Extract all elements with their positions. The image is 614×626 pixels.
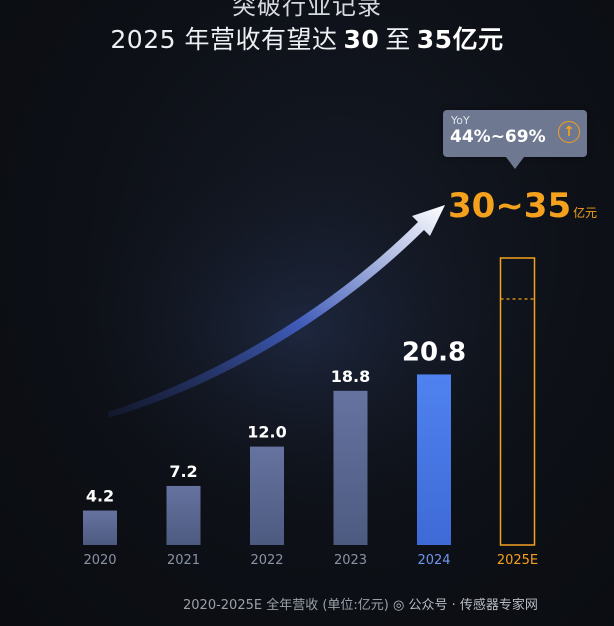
forecast-bar-2025E	[499, 257, 536, 546]
title-prefix: 2025 年营收有望达	[110, 25, 338, 54]
title-low: 30	[343, 25, 380, 54]
wechat-icon: ◎	[393, 598, 405, 613]
tick-label-2022: 2022	[250, 553, 283, 568]
arrow-up-icon: ↑	[558, 121, 580, 143]
tick-label-2021: 2021	[167, 553, 200, 568]
footer-text: 2020-2025E 全年营收 (单位:亿元)	[183, 598, 389, 613]
yoy-callout: YoY 44%~69% ↑	[443, 110, 587, 169]
value-label-2024: 20.8	[402, 337, 466, 367]
target-value: 30~35	[448, 186, 572, 226]
yoy-label: YoY	[451, 114, 470, 127]
bar-2024	[417, 374, 451, 545]
tick-label-2025E: 2025E	[497, 553, 538, 568]
value-label-2020: 4.2	[86, 487, 114, 506]
tick-label-2023: 2023	[334, 553, 367, 568]
bar-2023	[333, 390, 368, 545]
page-title: 2025 年营收有望达 30 至 35亿元	[0, 20, 614, 56]
tick-label-2020: 2020	[83, 553, 116, 568]
value-label-2022: 12.0	[247, 423, 286, 442]
bar-2020	[83, 510, 117, 545]
target-unit: 亿元	[573, 206, 598, 220]
partial-title: 突破行业记录	[232, 0, 382, 20]
forecast-target: 30~35 亿元	[448, 186, 597, 226]
watermark: ◎ 公众号 · 传感器专家网	[393, 598, 538, 613]
watermark-text: 公众号 · 传感器专家网	[408, 598, 538, 613]
yoy-range: 44%~69%	[450, 127, 546, 147]
bar-2021	[166, 485, 201, 545]
title-mid: 至	[385, 25, 411, 54]
value-label-2023: 18.8	[331, 367, 370, 386]
value-label-2021: 7.2	[169, 462, 197, 481]
tick-label-2024: 2024	[417, 553, 450, 568]
title-unit: 亿元	[452, 25, 504, 54]
bar-2022	[250, 446, 284, 545]
footer-note: 2020-2025E 全年营收 (单位:亿元) ◎ 公众号 · 传感器专家网	[183, 594, 538, 613]
title-high: 35	[416, 25, 453, 54]
